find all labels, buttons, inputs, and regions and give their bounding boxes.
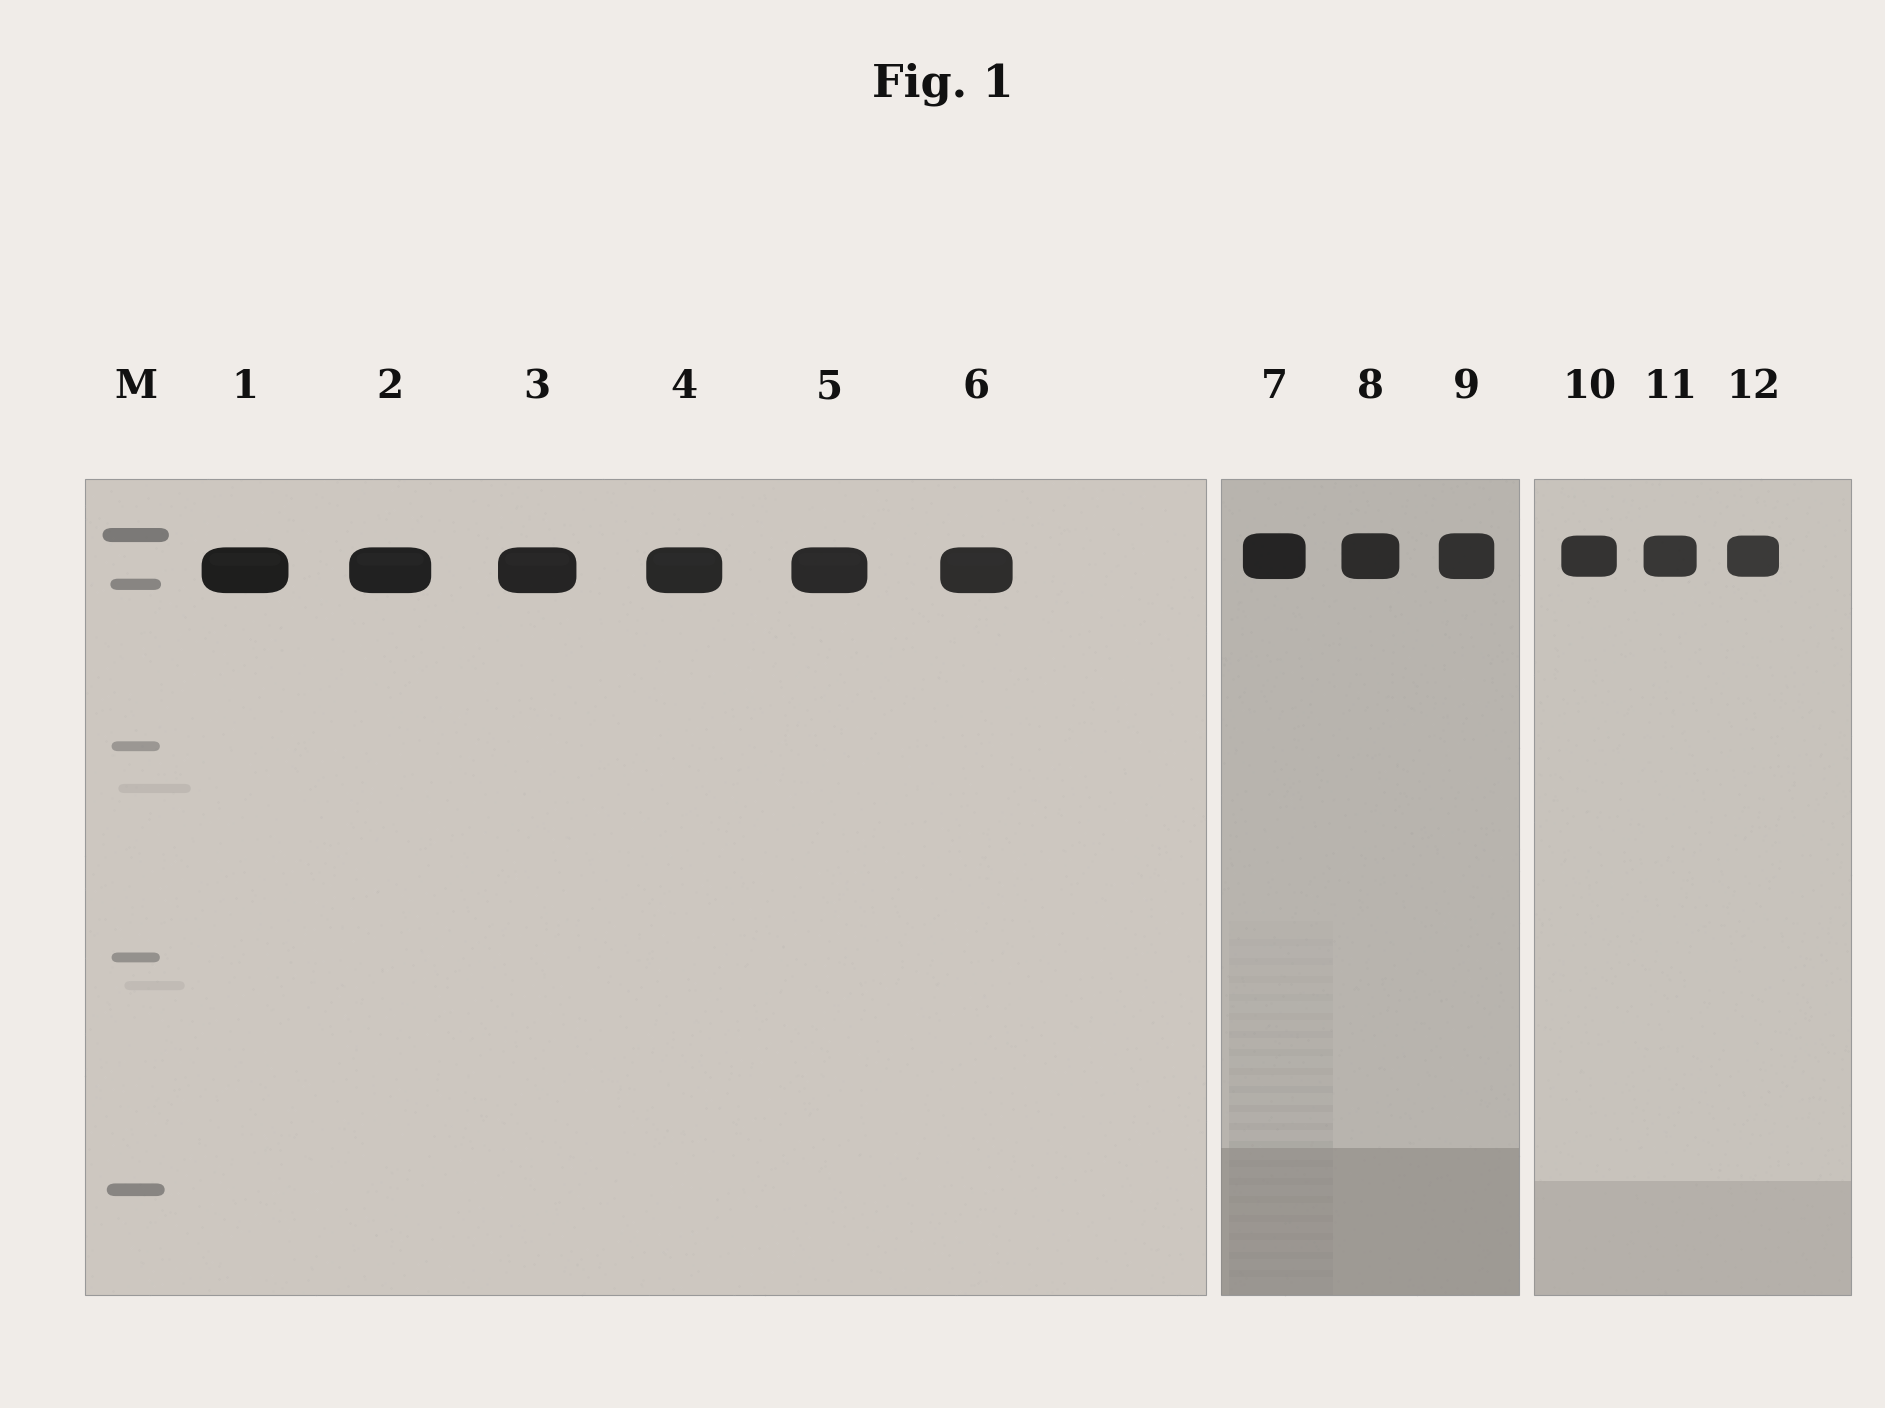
Text: 6: 6 <box>963 369 990 406</box>
Bar <box>1229 1215 1333 1240</box>
FancyBboxPatch shape <box>941 548 1012 593</box>
Bar <box>1229 1270 1333 1295</box>
FancyBboxPatch shape <box>111 952 160 963</box>
FancyBboxPatch shape <box>202 548 288 593</box>
FancyBboxPatch shape <box>647 548 722 593</box>
FancyBboxPatch shape <box>1438 534 1495 579</box>
Text: Fig. 1: Fig. 1 <box>871 63 1014 106</box>
Bar <box>1229 957 1333 983</box>
FancyBboxPatch shape <box>1242 534 1306 579</box>
FancyBboxPatch shape <box>124 981 185 990</box>
FancyBboxPatch shape <box>356 553 424 566</box>
Bar <box>1229 976 1333 1001</box>
Text: 5: 5 <box>816 369 843 406</box>
FancyBboxPatch shape <box>498 548 577 593</box>
FancyBboxPatch shape <box>107 1183 164 1197</box>
Text: 3: 3 <box>524 369 550 406</box>
Bar <box>1229 1178 1333 1204</box>
Bar <box>1229 1049 1333 1074</box>
FancyBboxPatch shape <box>652 553 716 566</box>
Bar <box>1229 1124 1333 1149</box>
FancyBboxPatch shape <box>111 741 160 752</box>
FancyBboxPatch shape <box>349 548 432 593</box>
Bar <box>1229 1160 1333 1186</box>
FancyBboxPatch shape <box>505 553 569 566</box>
Text: 1: 1 <box>232 369 258 406</box>
Bar <box>1221 1149 1519 1295</box>
FancyBboxPatch shape <box>111 579 160 590</box>
Bar <box>1229 994 1333 1019</box>
Text: 12: 12 <box>1727 369 1779 406</box>
Bar <box>1221 479 1519 1295</box>
FancyBboxPatch shape <box>119 784 190 793</box>
FancyBboxPatch shape <box>797 553 861 566</box>
Bar <box>1229 1104 1333 1131</box>
FancyBboxPatch shape <box>209 553 281 566</box>
Text: 8: 8 <box>1357 369 1384 406</box>
Text: 9: 9 <box>1453 369 1480 406</box>
Text: 10: 10 <box>1563 369 1615 406</box>
Bar <box>1229 1012 1333 1038</box>
Text: M: M <box>115 369 156 406</box>
Text: 4: 4 <box>671 369 697 406</box>
Bar <box>1229 1031 1333 1056</box>
Bar <box>1229 1233 1333 1259</box>
FancyBboxPatch shape <box>1644 535 1696 577</box>
Bar <box>1534 479 1851 1295</box>
Bar <box>1229 1252 1333 1277</box>
FancyBboxPatch shape <box>102 528 170 542</box>
Text: 2: 2 <box>377 369 403 406</box>
Bar <box>1229 921 1333 946</box>
FancyBboxPatch shape <box>1727 535 1779 577</box>
Bar <box>1229 1067 1333 1093</box>
FancyBboxPatch shape <box>1342 534 1399 579</box>
FancyBboxPatch shape <box>946 553 1007 566</box>
Bar <box>1229 1086 1333 1112</box>
FancyBboxPatch shape <box>792 548 867 593</box>
FancyBboxPatch shape <box>1561 535 1617 577</box>
Bar <box>1229 1197 1333 1222</box>
Bar <box>1229 939 1333 964</box>
Text: 7: 7 <box>1261 369 1287 406</box>
Bar <box>1534 1181 1851 1295</box>
Text: 11: 11 <box>1644 369 1696 406</box>
Bar <box>1229 1142 1333 1167</box>
Bar <box>85 479 1206 1295</box>
